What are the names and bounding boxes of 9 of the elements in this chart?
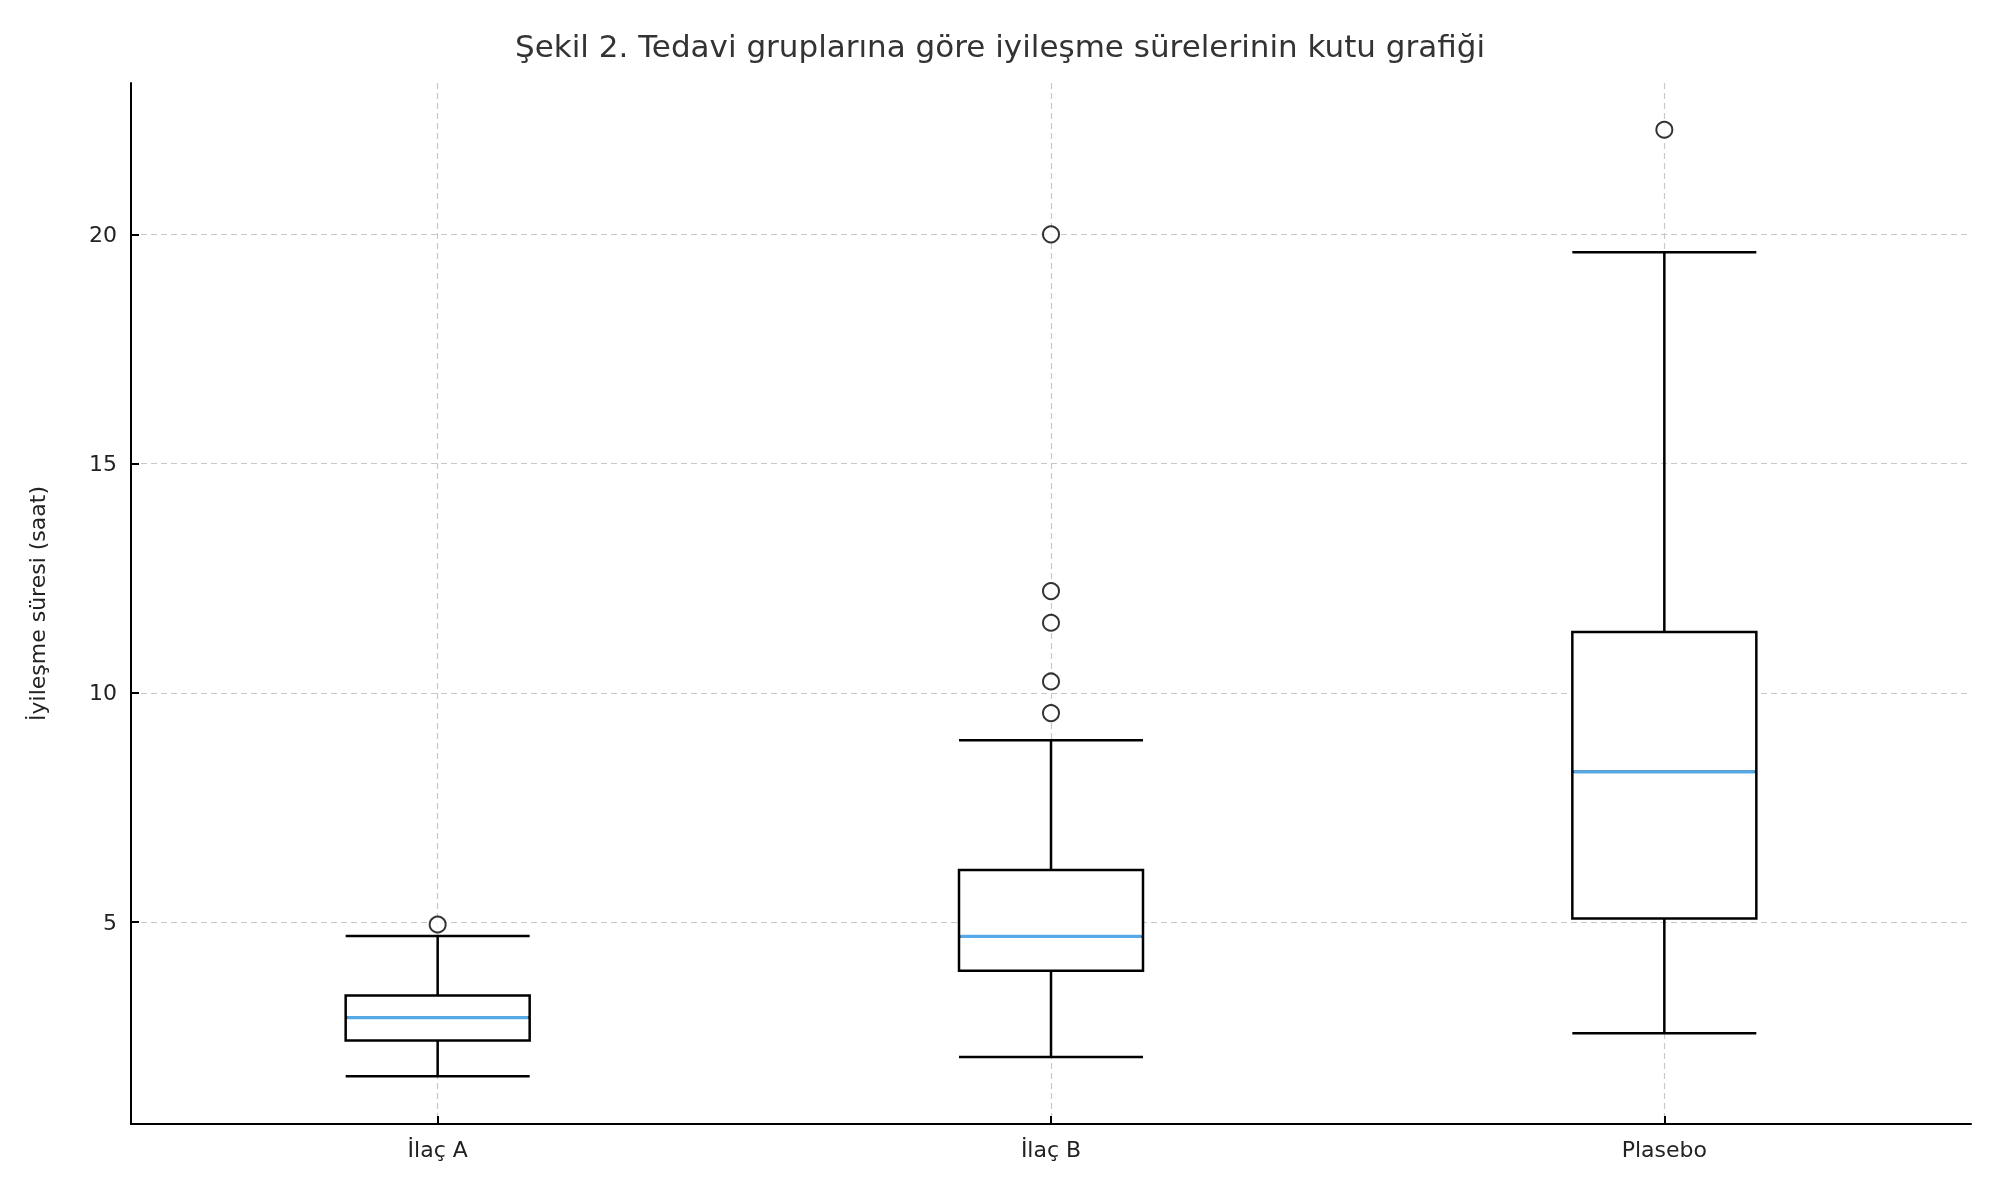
x-tick-label: İlaç A [407, 1136, 468, 1162]
chart-title: Şekil 2. Tedavi gruplarına göre iyileşme sürelerinin kutu grafiği [514, 27, 1486, 64]
y-tick-label: 15 [89, 451, 117, 477]
x-tick-label: İlaç B [1020, 1136, 1082, 1162]
y-tick-label: 10 [89, 680, 117, 706]
y-tick-label: 5 [103, 909, 117, 935]
y-axis-title: İyileşme süresi (saat) [24, 486, 50, 721]
x-tick-label: Plasebo [1621, 1136, 1707, 1162]
y-tick-label: 20 [89, 221, 117, 247]
